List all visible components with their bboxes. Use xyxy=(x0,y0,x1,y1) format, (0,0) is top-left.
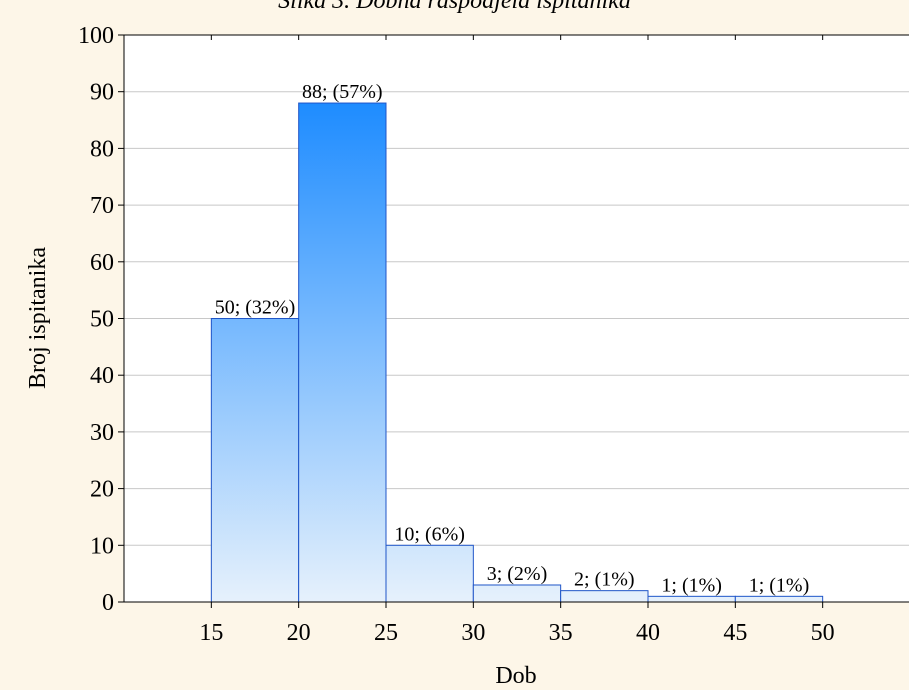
y-tick-label: 80 xyxy=(90,136,114,162)
bar-data-label: 10; (6%) xyxy=(394,523,465,545)
x-tick-label: 45 xyxy=(723,620,747,646)
y-tick-label: 30 xyxy=(90,420,114,446)
y-tick-label: 60 xyxy=(90,250,114,276)
bar-data-label: 1; (1%) xyxy=(661,574,722,596)
x-tick-label: 15 xyxy=(199,620,223,646)
y-tick-label: 10 xyxy=(90,533,114,559)
x-tick-label: 30 xyxy=(461,620,485,646)
histogram-bar xyxy=(385,544,474,603)
y-tick-label: 90 xyxy=(90,80,114,106)
bar-data-label: 2; (1%) xyxy=(574,569,635,591)
x-axis-title: Dob xyxy=(495,663,536,689)
histogram-bar xyxy=(560,590,649,603)
x-tick-label: 50 xyxy=(811,620,835,646)
bar-data-label: 1; (1%) xyxy=(749,574,810,596)
x-tick-label: 20 xyxy=(287,620,311,646)
histogram-bar xyxy=(298,102,387,603)
bars xyxy=(210,102,824,603)
data-labels: 50; (32%) 88; (57%) 10; (6%) 3; (2%) 2; (1%)… xyxy=(215,81,810,596)
y-tick-label: 40 xyxy=(90,363,114,389)
histogram-bar xyxy=(472,584,562,603)
y-tick-label: 20 xyxy=(90,477,114,503)
histogram-bar xyxy=(210,318,300,603)
bar-data-label: 50; (32%) xyxy=(215,297,296,319)
x-tick-label: 25 xyxy=(374,620,398,646)
bar-data-label: 88; (57%) xyxy=(302,81,383,103)
y-tick-label: 0 xyxy=(102,590,114,616)
histogram-bar xyxy=(647,595,736,603)
y-tick-label: 50 xyxy=(90,307,114,333)
y-tick-label: 70 xyxy=(90,193,114,219)
x-tick-label: 40 xyxy=(636,620,660,646)
x-axis: 15 20 25 30 35 40 45 50 xyxy=(124,34,909,646)
x-tick-label: 35 xyxy=(549,620,573,646)
y-tick-label: 100 xyxy=(78,23,114,49)
bar-data-label: 3; (2%) xyxy=(487,563,548,585)
y-axis-title: Broj ispitanika xyxy=(25,247,51,389)
chart-title: Slika 3. Dobna raspodjela ispitanika xyxy=(278,0,631,14)
histogram-bar xyxy=(734,595,824,603)
y-axis: 0 10 20 30 40 50 60 70 80 90 100 xyxy=(78,23,125,616)
